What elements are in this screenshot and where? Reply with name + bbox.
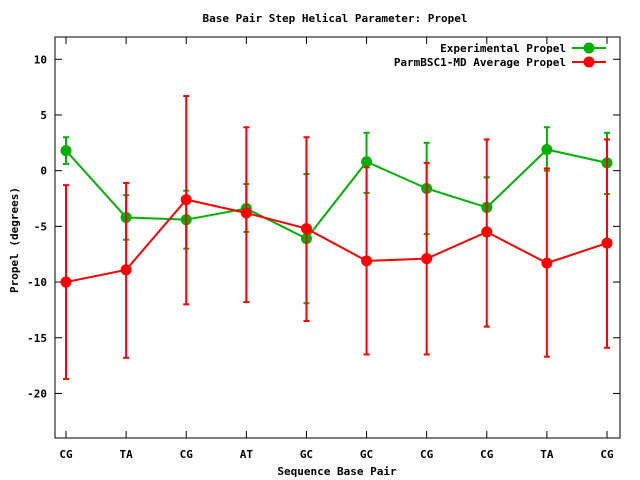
- y-tick-label: -15: [27, 332, 47, 345]
- y-axis: -20 -15 -10 -5 0 5 10: [27, 53, 620, 400]
- data-point: [541, 257, 553, 269]
- data-point: [60, 276, 72, 288]
- x-tick-label: CG: [420, 448, 434, 461]
- x-tick-label: TA: [540, 448, 554, 461]
- data-point: [421, 253, 433, 265]
- data-point: [481, 226, 493, 238]
- y-axis-label: Propel (degrees): [8, 187, 21, 293]
- data-point: [541, 144, 553, 156]
- data-point: [60, 145, 72, 157]
- x-axis: CG TA CG AT GC GC CG CG TA CG: [59, 37, 614, 461]
- series-line: [65, 148, 608, 240]
- y-tick-label: -5: [34, 220, 47, 233]
- plot-frame: [54, 36, 621, 439]
- data-point: [240, 207, 252, 219]
- x-tick-label: CG: [180, 448, 194, 461]
- y-tick-label: -20: [27, 387, 47, 400]
- y-tick-label: 5: [40, 109, 47, 122]
- series-2: [60, 95, 613, 380]
- x-tick-label: GC: [300, 448, 313, 461]
- legend-swatch-marker: [583, 42, 595, 54]
- data-point: [361, 255, 373, 267]
- x-tick-label: GC: [360, 448, 373, 461]
- chart-title: Base Pair Step Helical Parameter: Propel: [203, 12, 468, 25]
- data-point: [300, 223, 312, 235]
- y-tick-label: 0: [40, 165, 47, 178]
- x-tick-label: CG: [480, 448, 494, 461]
- legend-label: ParmBSC1-MD Average Propel: [394, 56, 566, 69]
- data-point: [180, 194, 192, 206]
- legend-label: Experimental Propel: [440, 42, 566, 55]
- series-line: [65, 198, 608, 284]
- y-tick-label: 10: [34, 53, 47, 66]
- x-tick-label: CG: [600, 448, 614, 461]
- x-tick-label: AT: [240, 448, 254, 461]
- legend-swatch-marker: [583, 56, 595, 68]
- y-tick-label: -10: [27, 276, 47, 289]
- x-axis-label: Sequence Base Pair: [277, 465, 397, 478]
- data-point: [361, 156, 373, 168]
- series-1: [60, 126, 613, 305]
- data-point: [601, 237, 613, 249]
- x-tick-label: TA: [119, 448, 133, 461]
- series-group: [60, 95, 613, 380]
- data-point: [120, 264, 132, 276]
- x-tick-label: CG: [59, 448, 73, 461]
